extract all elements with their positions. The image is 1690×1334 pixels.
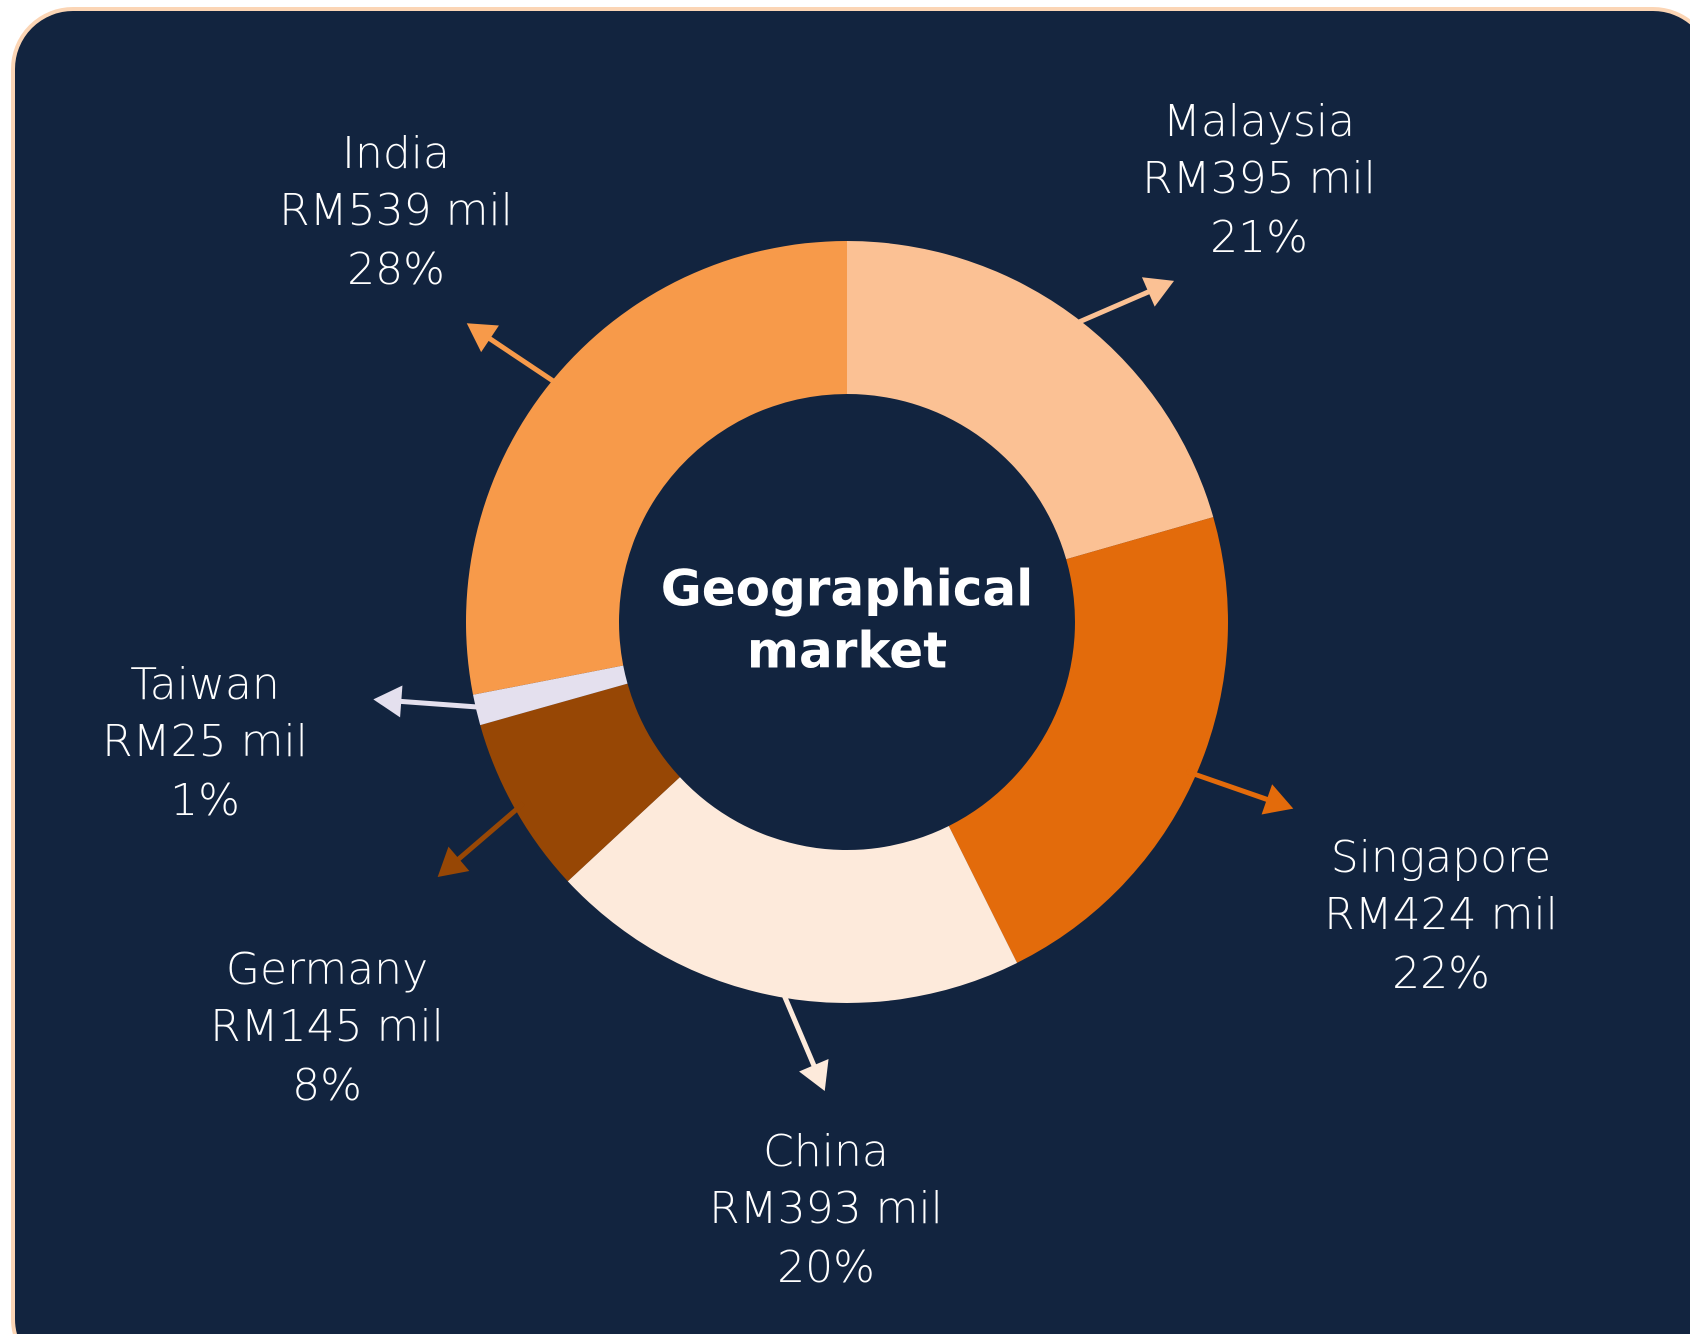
arrow-head <box>373 685 403 718</box>
donut-slice <box>466 241 847 695</box>
category-label: India <box>342 128 450 179</box>
category-label: Taiwan <box>130 659 280 710</box>
leader-arrow <box>1069 287 1155 329</box>
share-label: 21% <box>1210 212 1308 263</box>
donut-slice <box>567 777 1018 1004</box>
value-label: RM393 mil <box>709 1183 943 1234</box>
donut-slice <box>480 683 680 882</box>
leader-arrow <box>395 698 487 711</box>
share-label: 22% <box>1392 948 1490 999</box>
value-label: RM539 mil <box>279 185 513 236</box>
donut-slice <box>948 517 1228 963</box>
share-label: 8% <box>292 1060 362 1111</box>
value-label: RM424 mil <box>1324 889 1558 940</box>
arrow-head <box>1261 784 1294 815</box>
arrow-head <box>466 323 499 353</box>
card <box>11 7 1690 1334</box>
category-label: Malaysia <box>1163 96 1355 147</box>
arrow-head <box>437 846 470 878</box>
donut-slice <box>473 665 628 726</box>
share-label: 1% <box>170 775 240 826</box>
leader-arrow <box>1185 769 1274 804</box>
center-title: Geographical <box>661 560 1034 618</box>
value-label: RM395 mil <box>1142 153 1376 204</box>
arrow-head <box>799 1059 829 1092</box>
category-label: Singapore <box>1331 832 1551 883</box>
leader-arrow <box>452 801 526 865</box>
center-title: market <box>747 622 947 680</box>
donut-slice <box>847 241 1214 560</box>
value-label: RM25 mil <box>102 716 308 767</box>
arrow-head <box>1141 277 1175 307</box>
category-label: Germany <box>226 944 428 995</box>
share-label: 28% <box>347 244 445 295</box>
share-label: 20% <box>777 1242 875 1293</box>
leader-arrow <box>483 333 563 389</box>
category-label: China <box>763 1126 889 1177</box>
leader-arrow <box>778 986 819 1072</box>
value-label: RM145 mil <box>210 1001 444 1052</box>
